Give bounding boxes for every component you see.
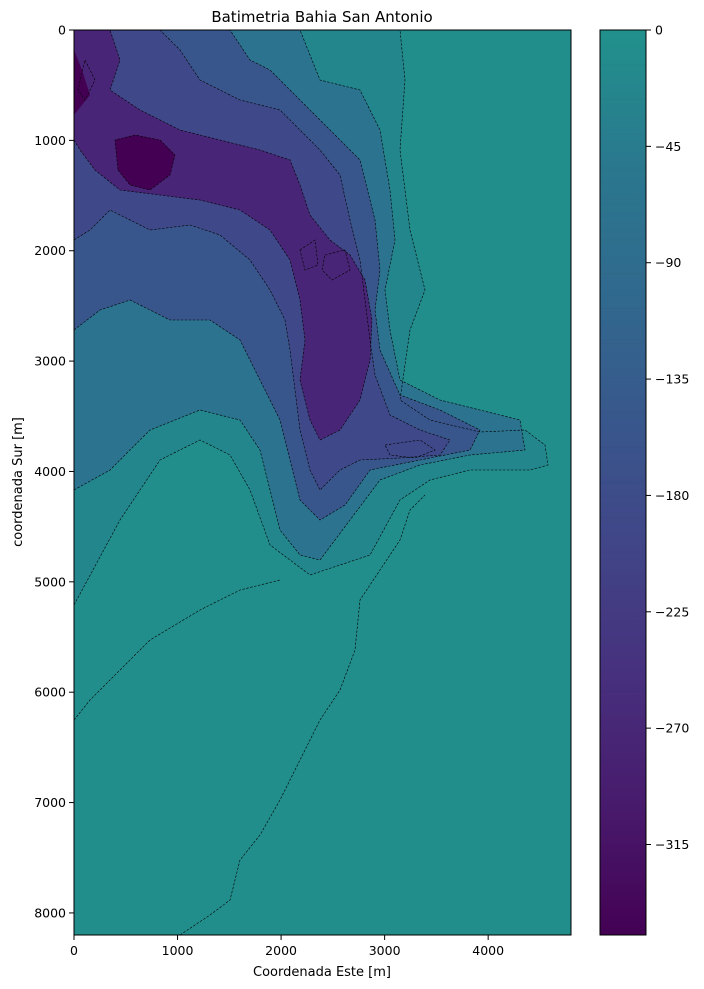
colorbar-bar <box>600 30 646 935</box>
region-canyon-deepest <box>74 50 175 190</box>
y-axis-label: coordenada Sur [m] <box>11 417 26 547</box>
y-tick-label: 2000 <box>34 243 66 258</box>
y-tick-label: 5000 <box>34 574 66 589</box>
contour-line <box>74 30 549 606</box>
x-tick-label: 4000 <box>472 943 504 958</box>
x-tick-label: 0 <box>70 943 78 958</box>
x-tick-label: 2000 <box>265 943 297 958</box>
contour-line <box>74 30 481 521</box>
contour-line <box>179 494 426 935</box>
x-axis-label: Coordenada Este [m] <box>253 965 391 980</box>
contour-line <box>74 579 281 721</box>
colorbar-tick-label: −45 <box>655 139 681 154</box>
colorbar-tick-label: 0 <box>655 23 663 38</box>
colorbar-tick-label: −135 <box>655 372 689 387</box>
chart-title: Batimetria Bahia San Antonio <box>211 8 432 26</box>
contour-line <box>74 30 451 491</box>
colorbar-tick-label: −90 <box>655 255 681 270</box>
x-axis: 0 1000 2000 3000 4000 <box>70 935 504 958</box>
y-tick-label: 1000 <box>34 133 66 148</box>
colorbar: 0 −45 −90 −135 −180 −225 −270 −315 <box>599 23 689 936</box>
contour-line <box>321 249 351 281</box>
plot-area <box>74 30 571 935</box>
contour-line <box>384 439 436 459</box>
contour-line <box>74 30 373 441</box>
contour-line <box>77 59 96 101</box>
contour-lines <box>74 30 549 935</box>
contour-line <box>74 30 526 561</box>
x-tick-label: 1000 <box>162 943 194 958</box>
y-tick-label: 0 <box>58 23 66 38</box>
contour-line <box>299 239 319 271</box>
colorbar-tick-label: −180 <box>655 488 689 503</box>
y-tick-label: 3000 <box>34 354 66 369</box>
x-tick-label: 3000 <box>369 943 401 958</box>
colorbar-tick-label: −270 <box>655 721 689 736</box>
y-tick-label: 7000 <box>34 795 66 810</box>
y-tick-label: 6000 <box>34 685 66 700</box>
colorbar-tick-label: −315 <box>655 837 689 852</box>
y-tick-label: 8000 <box>34 905 66 920</box>
plot-frame <box>73 29 572 936</box>
y-axis: 0 1000 2000 3000 4000 5000 6000 7000 8000 <box>34 23 74 920</box>
colorbar-frame <box>599 29 647 936</box>
region-canyon-deep <box>74 30 372 440</box>
colorbar-tick-label: −225 <box>655 604 689 619</box>
y-tick-label: 4000 <box>34 464 66 479</box>
contour-line <box>114 134 176 191</box>
